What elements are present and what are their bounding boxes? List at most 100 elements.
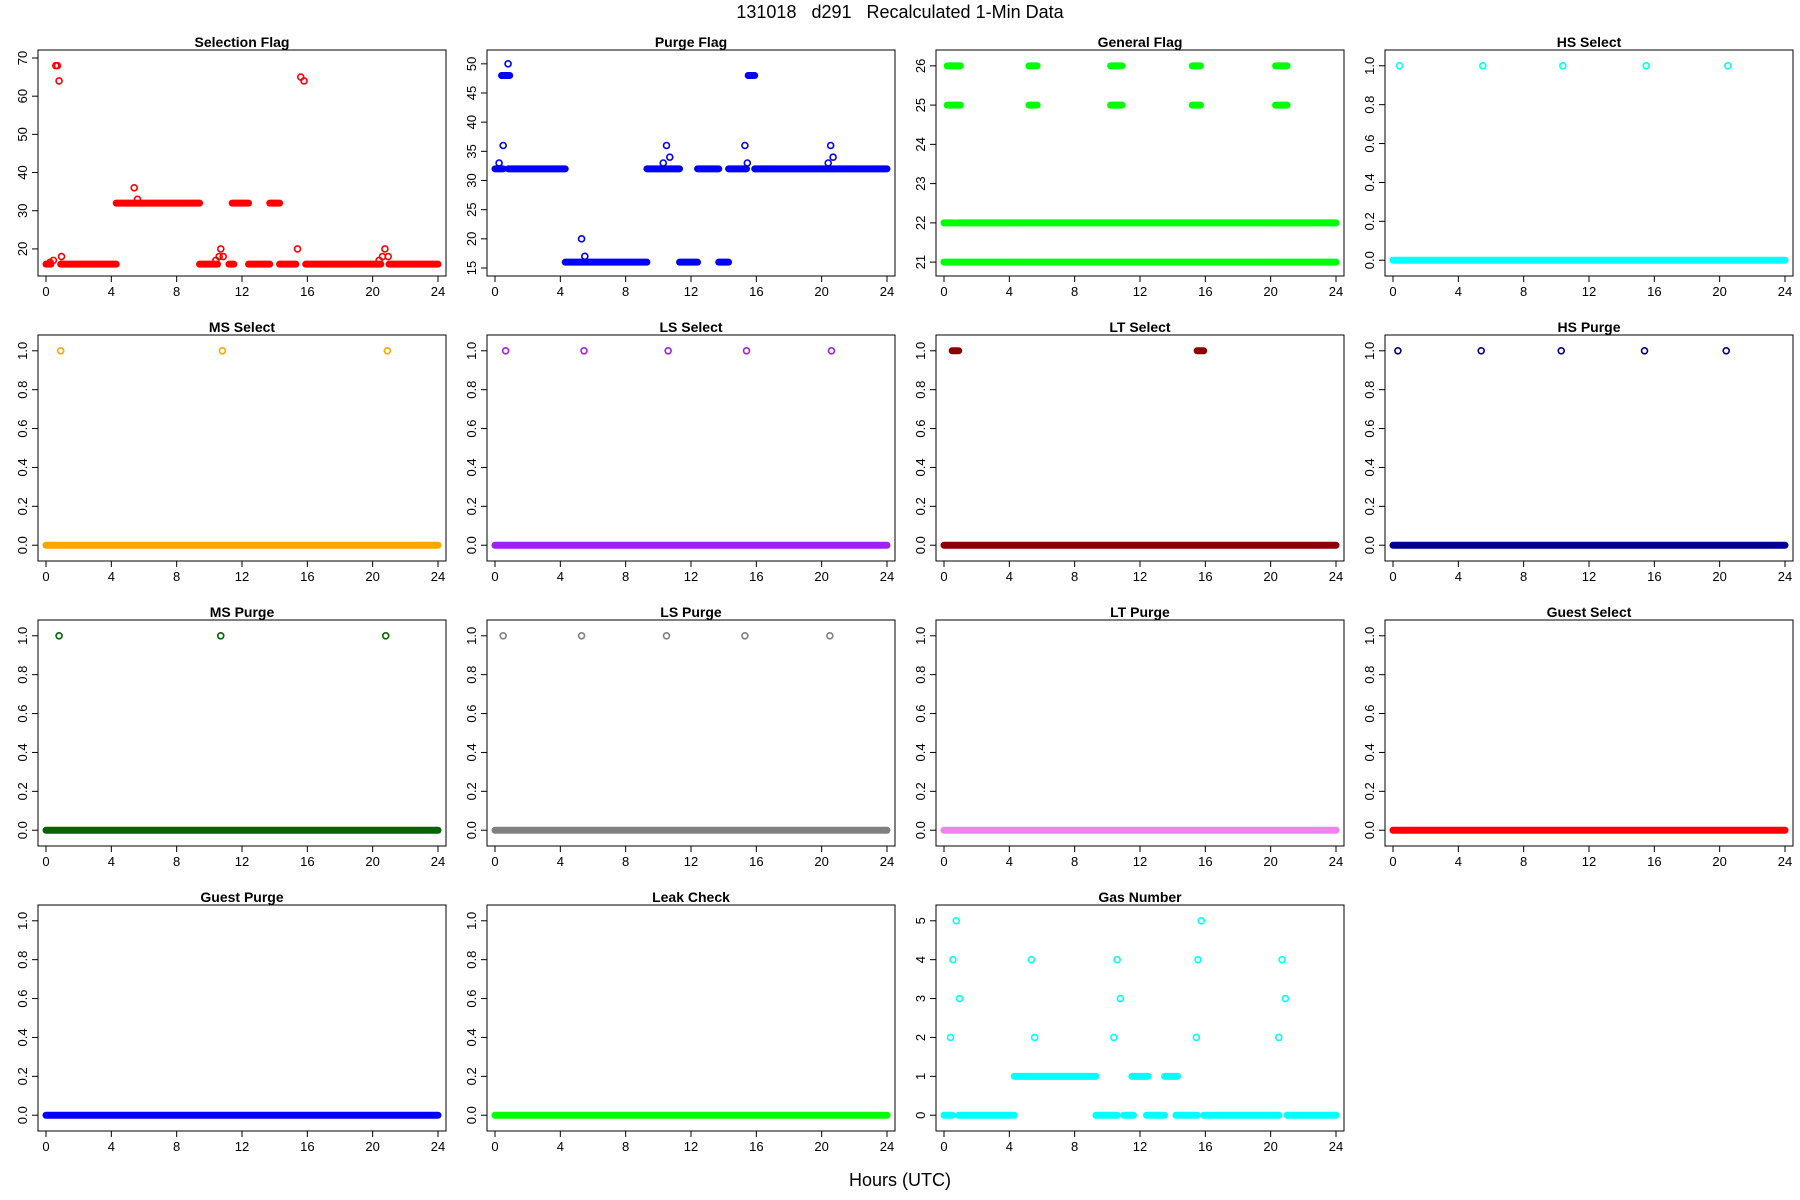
data-point xyxy=(55,631,63,640)
data-point xyxy=(1116,994,1125,1003)
panel-8: MS Purge 0 4 8 12 16 20 24 0.0 0.2 0.4 0.6 0.8 1.0 xyxy=(15,604,447,869)
y-tick-label: 0.6 xyxy=(913,705,928,723)
x-tick-label: 8 xyxy=(1071,1139,1078,1154)
panel-frame xyxy=(37,334,447,562)
x-tick-label: 4 xyxy=(557,854,564,869)
x-tick-label: 16 xyxy=(749,569,763,584)
panel-3: HS Select 0 4 8 12 16 20 24 0.0 0.2 0.4 0.6 0.8 1.0 xyxy=(1362,34,1794,299)
data-point xyxy=(1724,61,1732,70)
x-tick-label: 12 xyxy=(1133,1139,1147,1154)
data-point xyxy=(1477,346,1485,355)
y-tick-label: 70 xyxy=(15,51,30,65)
x-tick-label: 16 xyxy=(749,284,763,299)
panel-title: MS Purge xyxy=(210,604,275,620)
data-point xyxy=(946,1033,955,1042)
y-tick-label: 0.0 xyxy=(15,536,30,554)
x-tick-label: 4 xyxy=(1455,284,1462,299)
y-tick-label: 0.8 xyxy=(1362,381,1377,399)
panel-12: Guest Purge 0 4 8 12 16 20 24 0.0 0.2 0.4 0.6 0.8 1.0 xyxy=(15,889,447,1154)
panel-13: Leak Check 0 4 8 12 16 20 24 0.0 0.2 0.4 0.6 0.8 1.0 xyxy=(464,889,896,1154)
data-point xyxy=(742,346,751,355)
data-point xyxy=(1030,1033,1039,1042)
data-point xyxy=(495,159,503,167)
x-tick-label: 12 xyxy=(684,569,698,584)
y-tick-label: 26 xyxy=(913,59,928,73)
y-tick-label: 0.0 xyxy=(1362,251,1377,269)
x-tick-label: 0 xyxy=(1389,569,1396,584)
y-tick-label: 50 xyxy=(464,57,479,71)
y-tick-label: 30 xyxy=(15,203,30,217)
x-tick-label: 16 xyxy=(749,1139,763,1154)
x-tick-label: 0 xyxy=(940,854,947,869)
y-tick-label: 30 xyxy=(464,173,479,187)
data-point xyxy=(1278,955,1286,964)
y-tick-label: 0 xyxy=(913,1112,928,1119)
y-tick-label: 0.4 xyxy=(1362,743,1377,761)
panel-6: LT Select 0 4 8 12 16 20 24 0.0 0.2 0.4 0.6 0.8 1.0 xyxy=(913,319,1345,584)
x-tick-label: 12 xyxy=(1133,569,1147,584)
x-tick-label: 0 xyxy=(940,569,947,584)
y-tick-label: 20 xyxy=(464,232,479,246)
panel-title: LS Purge xyxy=(660,604,722,620)
data-point xyxy=(133,195,142,204)
x-tick-label: 16 xyxy=(300,1139,314,1154)
y-tick-label: 3 xyxy=(913,995,928,1002)
data-point xyxy=(664,346,672,355)
panel-title: LT Purge xyxy=(1110,604,1170,620)
data-point xyxy=(381,631,390,640)
data-point xyxy=(300,77,308,85)
y-tick-label: 0.0 xyxy=(15,1106,30,1124)
x-tick-label: 12 xyxy=(235,569,249,584)
x-tick-label: 20 xyxy=(1263,1139,1277,1154)
y-tick-label: 0.4 xyxy=(913,743,928,761)
x-tick-label: 24 xyxy=(1329,284,1343,299)
y-tick-label: 0.0 xyxy=(15,821,30,839)
data-point xyxy=(1113,955,1121,964)
x-tick-label: 8 xyxy=(173,1139,180,1154)
data-point xyxy=(1110,1033,1118,1042)
panel-9: LS Purge 0 4 8 12 16 20 24 0.0 0.2 0.4 0.6 0.8 1.0 xyxy=(464,604,896,869)
x-tick-label: 20 xyxy=(814,569,828,584)
x-tick-label: 20 xyxy=(365,1139,379,1154)
data-point xyxy=(219,252,228,261)
y-tick-label: 0.4 xyxy=(15,458,30,476)
y-tick-label: 50 xyxy=(15,127,30,141)
x-tick-label: 4 xyxy=(1006,1139,1013,1154)
x-tick-label: 16 xyxy=(1198,854,1212,869)
data-point xyxy=(384,252,392,261)
y-tick-label: 1.0 xyxy=(913,342,928,360)
panel-frame xyxy=(935,334,1345,562)
y-tick-label: 23 xyxy=(913,176,928,190)
y-tick-label: 0.0 xyxy=(464,821,479,839)
y-tick-label: 0.0 xyxy=(464,1106,479,1124)
y-tick-label: 0.6 xyxy=(15,990,30,1008)
x-tick-label: 16 xyxy=(1647,569,1661,584)
x-tick-label: 4 xyxy=(108,569,115,584)
data-point xyxy=(383,346,392,355)
x-tick-label: 20 xyxy=(1712,284,1726,299)
data-point xyxy=(1394,346,1402,355)
panel-frame xyxy=(486,49,896,277)
y-tick-label: 0.8 xyxy=(15,381,30,399)
y-tick-label: 0.8 xyxy=(464,951,479,969)
y-tick-label: 0.6 xyxy=(464,705,479,723)
x-tick-label: 0 xyxy=(491,284,498,299)
y-tick-label: 1.0 xyxy=(464,912,479,930)
x-tick-label: 8 xyxy=(1071,569,1078,584)
data-point xyxy=(741,141,749,150)
data-point xyxy=(1642,61,1650,70)
panel-frame xyxy=(486,334,896,562)
x-tick-label: 24 xyxy=(1778,569,1792,584)
data-point xyxy=(827,346,836,355)
y-tick-label: 1.0 xyxy=(1362,57,1377,75)
x-tick-label: 24 xyxy=(1329,1139,1343,1154)
y-tick-label: 0.4 xyxy=(913,458,928,476)
data-point xyxy=(53,61,62,70)
x-tick-label: 12 xyxy=(1133,854,1147,869)
y-tick-label: 0.4 xyxy=(15,1028,30,1046)
y-tick-label: 60 xyxy=(15,89,30,103)
y-tick-label: 0.2 xyxy=(913,782,928,800)
x-tick-label: 20 xyxy=(814,1139,828,1154)
panel-7: HS Purge 0 4 8 12 16 20 24 0.0 0.2 0.4 0.6 0.8 1.0 xyxy=(1362,319,1794,584)
data-point xyxy=(580,346,588,355)
